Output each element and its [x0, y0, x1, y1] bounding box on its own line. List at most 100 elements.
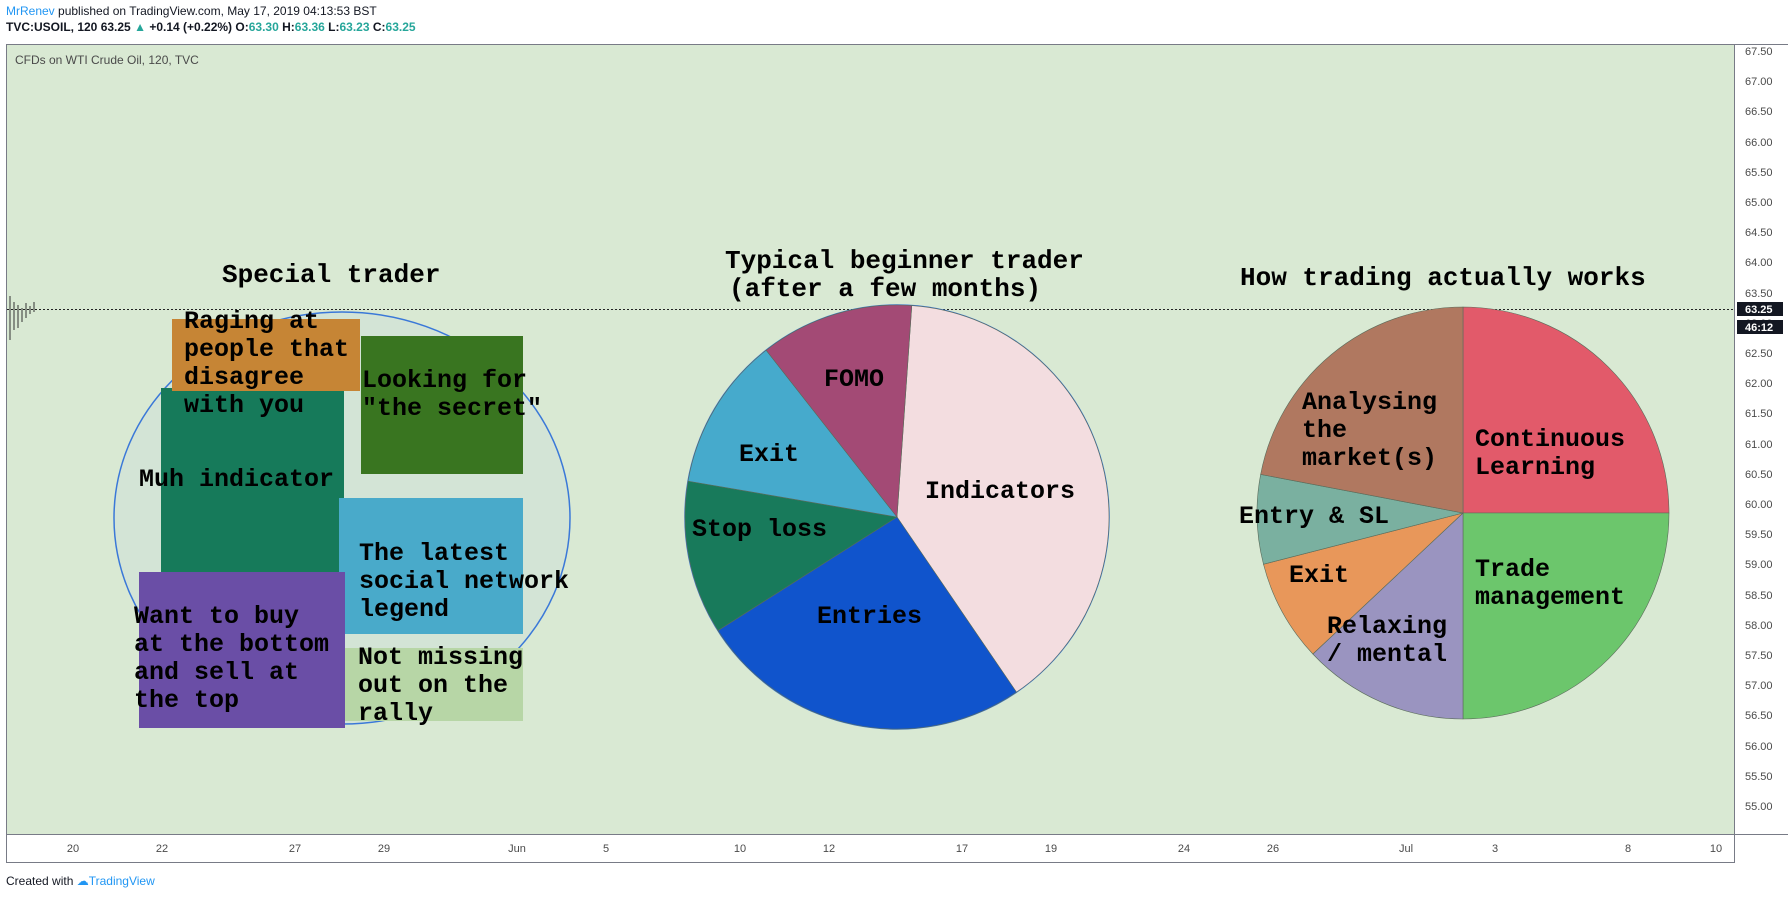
actual-slice-relaxing-mental	[1312, 512, 1464, 720]
label-social-line3: legend	[359, 595, 449, 624]
label-buy-line4: the top	[134, 686, 239, 715]
price-tick: 60.50	[1745, 468, 1773, 481]
chart3-title: How trading actually works	[1240, 263, 1646, 293]
label-buy-line1: Want to buy	[134, 602, 299, 631]
label-relaxing-line2: / mental	[1327, 640, 1447, 669]
time-tick: 22	[155, 843, 169, 855]
label-relaxing-line1: Relaxing	[1327, 612, 1447, 641]
label-buy-line3: and sell at	[134, 658, 299, 687]
countdown-tag: 46:12	[1745, 322, 1773, 334]
label-buy-line2: at the bottom	[134, 630, 329, 659]
label-cl-line2: Learning	[1475, 453, 1595, 482]
label-tm-line1: Trade	[1475, 555, 1550, 584]
low-value: 63.23	[339, 20, 370, 34]
chart2-title-line1: Typical beginner trader	[725, 246, 1084, 276]
price-tick: 67.50	[1745, 46, 1773, 58]
price-tick: 64.00	[1745, 257, 1773, 270]
time-tick: 10	[1709, 843, 1723, 855]
label-tm-line2: management	[1475, 583, 1625, 612]
label-trade-management: Trade management	[1475, 555, 1625, 612]
label-cl-line1: Continuous	[1475, 425, 1625, 454]
label-muh-indicator: Muh indicator	[139, 465, 334, 494]
beginner-slice-stop-loss	[684, 480, 898, 631]
price-axis[interactable]	[1735, 44, 1788, 835]
beginner-slice-entries	[717, 516, 1017, 730]
high-label: H:	[282, 20, 295, 34]
beginner-slice-indicators	[896, 305, 1110, 693]
segment-rect-buy-bottom	[139, 572, 345, 728]
price-tick: 56.50	[1745, 710, 1773, 723]
label-analysing-line1: Analysing	[1302, 388, 1437, 417]
label-secret-line1: Looking for	[362, 366, 527, 395]
label-continuous-learning: Continuous Learning	[1475, 425, 1640, 482]
label-entry-sl: Entry & SL	[1239, 502, 1389, 531]
price-change: +0.14 (+0.22%)	[149, 20, 233, 34]
price-tick: 65.00	[1745, 197, 1773, 209]
tradingview-link[interactable]: TradingView	[88, 874, 155, 888]
open-value: 63.30	[248, 20, 279, 34]
time-tick: 12	[822, 843, 836, 855]
time-tick: 10	[733, 843, 747, 855]
symbol-name[interactable]: TVC:USOIL, 120	[6, 20, 98, 34]
low-label: L:	[328, 20, 340, 34]
close-value: 63.25	[385, 20, 416, 34]
publish-info: MrRenev published on TradingView.com, Ma…	[6, 4, 377, 18]
last-price-tag: 63.25	[1745, 304, 1773, 316]
price-tick: 58.50	[1745, 589, 1773, 602]
label-social-line2: social network	[359, 567, 569, 596]
time-tick: 26	[1266, 843, 1280, 855]
segment-rect-social-legend	[339, 498, 523, 634]
label-stop-loss: Stop loss	[692, 515, 827, 544]
price-tick: 62.00	[1745, 378, 1773, 391]
label-fomo: FOMO	[824, 365, 884, 394]
footer: Created with ☁TradingView	[6, 874, 155, 888]
symbol-legend: TVC:USOIL, 120 63.25 ▲ +0.14 (+0.22%) O:…	[6, 20, 416, 34]
price-tick: 55.50	[1745, 770, 1773, 783]
chart2-title-line2: (after a few months)	[729, 274, 1041, 304]
label-analysing-line2: the	[1302, 416, 1347, 445]
actual-pie-slices	[1256, 306, 1670, 720]
countdown-tag-bg	[1737, 320, 1783, 334]
price-tick: 61.50	[1745, 408, 1773, 421]
tradingview-logo-icon[interactable]: ☁	[76, 874, 89, 888]
label-rally: Not missing out on the rally	[358, 643, 538, 728]
created-with-text: Created with	[6, 874, 74, 888]
time-axis[interactable]	[6, 835, 1735, 863]
label-social-line1: The latest	[359, 539, 509, 568]
label-exit-actual: Exit	[1289, 561, 1349, 590]
time-tick: 20	[66, 843, 80, 855]
time-tick: Jun	[508, 843, 526, 855]
label-social-legend: The latest social network legend	[359, 539, 584, 624]
price-tick: 66.00	[1745, 136, 1773, 149]
open-label: O:	[235, 20, 249, 34]
label-raging-line1: Raging at	[184, 307, 319, 336]
segment-rect-muh-indicator	[161, 388, 344, 573]
special-trader-diagram: Special trader Raging at people that dis…	[113, 260, 584, 728]
price-tick: 56.00	[1745, 740, 1773, 753]
price-tick: 64.50	[1745, 227, 1773, 240]
price-tick: 65.50	[1745, 166, 1773, 179]
chart2-title: Typical beginner trader (after a few mon…	[725, 246, 1099, 304]
actual-slice-exit	[1263, 512, 1464, 655]
candles	[9, 296, 35, 340]
time-tick: 3	[1491, 843, 1499, 855]
label-raging: Raging at people that disagree with you	[184, 307, 364, 420]
high-value: 63.36	[294, 20, 325, 34]
price-tick: 62.50	[1745, 348, 1773, 360]
time-tick: 5	[602, 843, 610, 855]
author-link[interactable]: MrRenev	[6, 4, 55, 18]
label-buy-bottom: Want to buy at the bottom and sell at th…	[134, 602, 344, 715]
price-tick: 66.50	[1745, 106, 1773, 119]
label-secret-line2: "the secret"	[362, 394, 542, 423]
beginner-pie-slices	[684, 304, 1110, 730]
time-tick: 17	[955, 843, 969, 855]
chart1-title: Special trader	[222, 260, 440, 290]
segment-rect-raging	[172, 319, 360, 391]
up-arrow-icon: ▲	[134, 20, 146, 34]
actual-slice-analysing-the-market-s	[1260, 306, 1464, 514]
close-label: C:	[372, 20, 386, 34]
label-rally-line1: Not missing	[358, 643, 523, 672]
label-analysing: Analysing the market(s)	[1302, 388, 1452, 473]
actual-slice-continuous-learning	[1462, 306, 1670, 514]
